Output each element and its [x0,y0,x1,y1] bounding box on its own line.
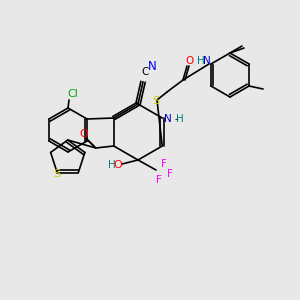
Text: F: F [161,159,167,169]
Text: O: O [80,129,88,139]
Text: S: S [54,169,61,178]
Text: N: N [148,61,156,74]
Text: F: F [167,169,173,179]
Text: O: O [114,160,122,170]
Text: H: H [176,114,184,124]
Text: -: - [174,114,178,124]
Text: H: H [108,160,116,170]
Text: C: C [141,67,149,77]
Text: O: O [186,56,194,66]
Text: N: N [164,114,172,124]
Text: Cl: Cl [68,89,78,99]
Text: H: H [197,56,205,66]
Text: S: S [152,96,160,106]
Text: F: F [156,175,162,185]
Text: N: N [203,56,211,66]
